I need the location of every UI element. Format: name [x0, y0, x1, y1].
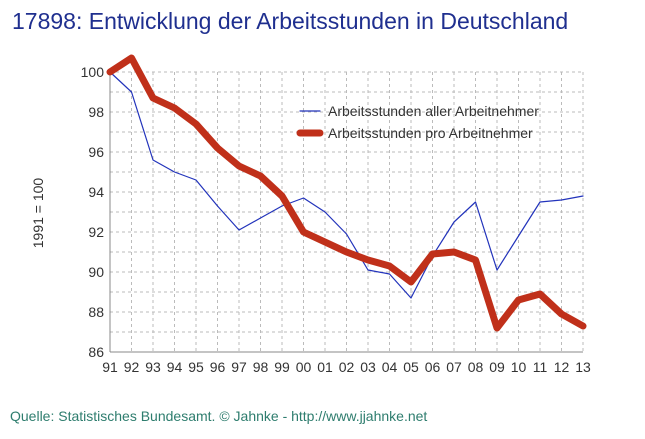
x-tick-label: 02: [339, 359, 355, 375]
series-lines: [106, 54, 587, 332]
series-line-2: [106, 54, 587, 332]
x-tick-label: 95: [188, 359, 204, 375]
y-tick-label: 88: [88, 304, 104, 320]
y-tick-label: 96: [88, 144, 104, 160]
legend-label-2: Arbeitsstunden pro Arbeitnehmer: [328, 125, 533, 141]
x-tick-label: 94: [167, 359, 183, 375]
y-tick-label: 86: [88, 344, 104, 360]
source-note: Quelle: Statistisches Bundesamt. © Jahnk…: [10, 408, 428, 424]
x-tick-label: 03: [360, 359, 376, 375]
x-tick-label: 05: [403, 359, 419, 375]
legend: Arbeitsstunden aller Arbeitnehmer Arbeits…: [296, 103, 539, 141]
x-tick-label: 97: [231, 359, 247, 375]
legend-label-1: Arbeitsstunden aller Arbeitnehmer: [328, 103, 539, 119]
x-tick-label: 92: [124, 359, 140, 375]
axes: 86 88 90 92 94 96 98 100 91 92 93 94 95 96 97 98 99 00 01 0…: [81, 64, 591, 375]
x-tick-label: 12: [554, 359, 570, 375]
x-tick-label: 99: [274, 359, 290, 375]
chart-title: 17898: Entwicklung der Arbeitsstunden in…: [12, 8, 569, 34]
x-tick-label: 10: [511, 359, 527, 375]
x-tick-label: 01: [317, 359, 333, 375]
y-tick-label: 92: [88, 224, 104, 240]
y-tick-label: 90: [88, 264, 104, 280]
x-tick-label: 96: [210, 359, 226, 375]
x-tick-label: 00: [296, 359, 312, 375]
x-tick-label: 98: [253, 359, 269, 375]
x-tick-label: 08: [468, 359, 484, 375]
x-tick-label: 06: [425, 359, 441, 375]
y-tick-label: 100: [81, 64, 105, 80]
x-tick-label: 93: [145, 359, 161, 375]
series-line-1: [109, 71, 584, 299]
y-tick-label: 94: [88, 184, 104, 200]
x-tick-label: 91: [102, 359, 118, 375]
y-tick-label: 98: [88, 104, 104, 120]
x-tick-label: 07: [446, 359, 462, 375]
x-tick-label: 04: [382, 359, 398, 375]
x-tick-label: 11: [533, 359, 548, 375]
x-tick-label: 09: [489, 359, 505, 375]
x-tick-label: 13: [575, 359, 591, 375]
